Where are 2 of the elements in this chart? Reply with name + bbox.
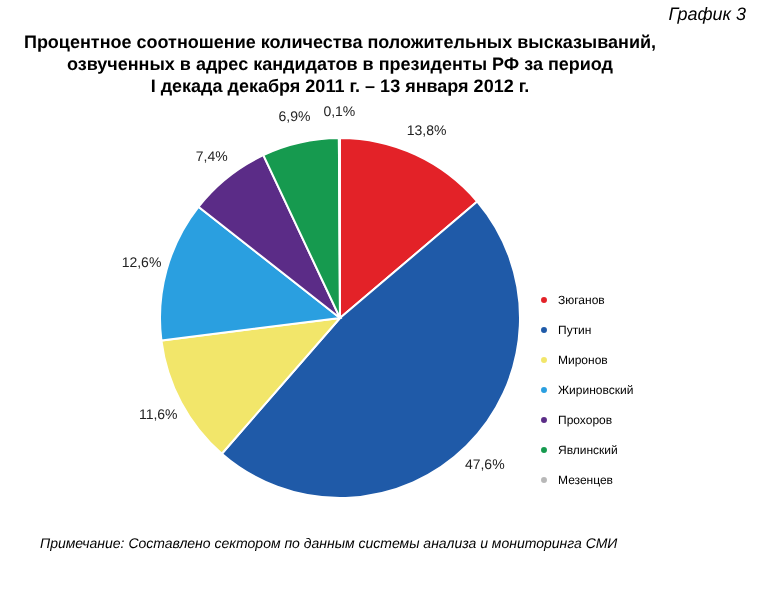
text: График 3	[666, 2, 748, 24]
chart-title: Процентное соотношение количества положительных высказываний, озвученных в адрес кандидатов в президенты РФ за период I декада декабря 2011 г. – 13 января 2012 г.	[23, 32, 657, 96]
